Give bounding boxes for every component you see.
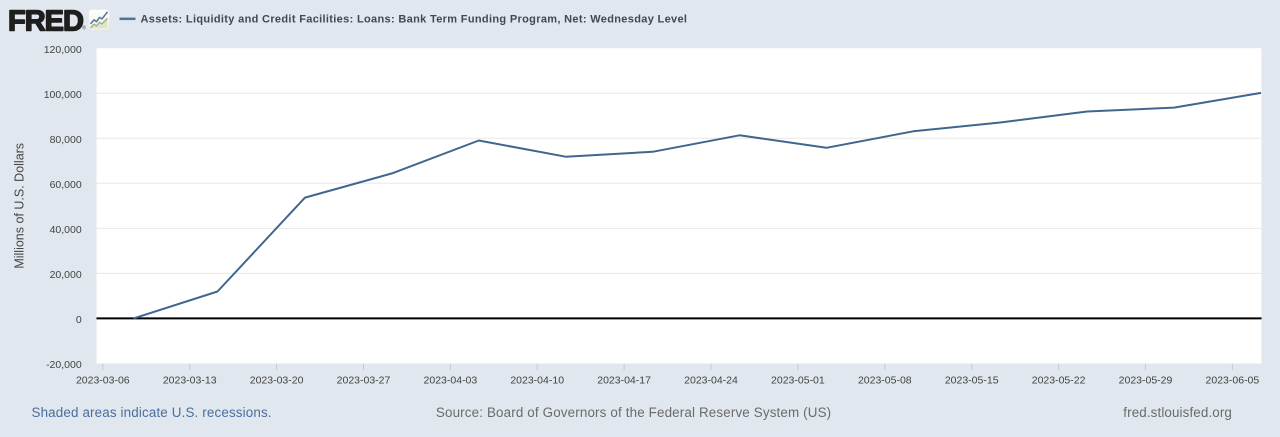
svg-text:Shaded areas indicate U.S. rec: Shaded areas indicate U.S. recessions. bbox=[32, 405, 272, 420]
svg-text:Assets: Liquidity and Credit F: Assets: Liquidity and Credit Facilities:… bbox=[141, 14, 688, 26]
svg-text:fred.stlouisfed.org: fred.stlouisfed.org bbox=[1123, 405, 1232, 420]
svg-text:2023-05-01: 2023-05-01 bbox=[771, 375, 825, 387]
svg-text:2023-05-15: 2023-05-15 bbox=[945, 375, 999, 387]
svg-text:Millions of U.S. Dollars: Millions of U.S. Dollars bbox=[13, 143, 27, 269]
svg-text:2023-04-03: 2023-04-03 bbox=[424, 375, 478, 387]
svg-text:80,000: 80,000 bbox=[50, 134, 82, 146]
svg-text:100,000: 100,000 bbox=[44, 89, 82, 101]
svg-text:2023-05-22: 2023-05-22 bbox=[1032, 375, 1086, 387]
svg-text:Source: Board of Governors of: Source: Board of Governors of the Federa… bbox=[436, 405, 831, 420]
svg-text:2023-04-17: 2023-04-17 bbox=[597, 375, 651, 387]
svg-text:20,000: 20,000 bbox=[50, 269, 82, 281]
svg-text:FRED: FRED bbox=[8, 5, 83, 37]
svg-text:2023-04-24: 2023-04-24 bbox=[684, 375, 738, 387]
svg-text:0: 0 bbox=[76, 314, 82, 326]
svg-text:2023-03-20: 2023-03-20 bbox=[250, 375, 304, 387]
svg-text:60,000: 60,000 bbox=[50, 179, 82, 191]
svg-text:40,000: 40,000 bbox=[50, 224, 82, 236]
svg-text:2023-05-08: 2023-05-08 bbox=[858, 375, 912, 387]
svg-text:®: ® bbox=[82, 25, 86, 32]
svg-text:2023-03-06: 2023-03-06 bbox=[76, 375, 130, 387]
svg-text:2023-03-27: 2023-03-27 bbox=[337, 375, 391, 387]
svg-text:-20,000: -20,000 bbox=[46, 359, 82, 371]
svg-text:2023-03-13: 2023-03-13 bbox=[163, 375, 217, 387]
svg-text:2023-04-10: 2023-04-10 bbox=[510, 375, 564, 387]
svg-text:2023-05-29: 2023-05-29 bbox=[1119, 375, 1173, 387]
svg-text:120,000: 120,000 bbox=[44, 44, 82, 56]
svg-text:2023-06-05: 2023-06-05 bbox=[1206, 375, 1260, 387]
